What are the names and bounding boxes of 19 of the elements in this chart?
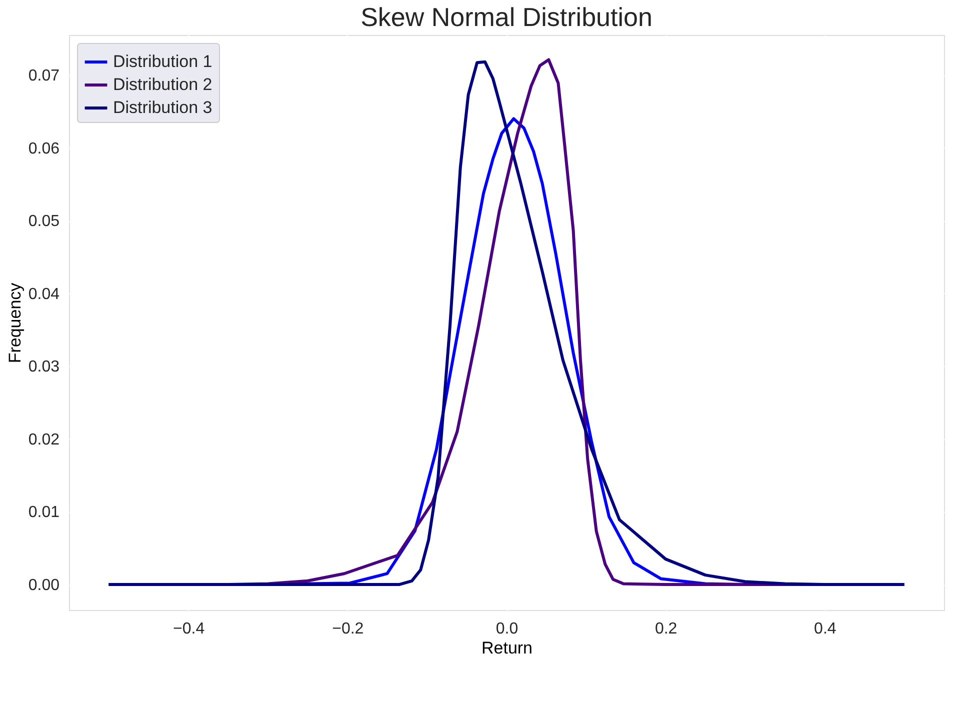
y-tick-label: 0.06 (28, 140, 60, 158)
x-tick-label: 0.4 (814, 620, 836, 638)
legend-label: Distribution 2 (113, 75, 212, 94)
y-tick-label: 0.03 (28, 358, 60, 376)
x-tick-label: 0.2 (654, 620, 678, 638)
x-tick-label: −0.2 (332, 620, 364, 638)
chart-title: Skew Normal Distribution (360, 2, 652, 32)
y-tick-label: 0.02 (28, 431, 60, 448)
x-axis-title: Return (481, 638, 533, 658)
x-tick-label: −0.4 (173, 620, 205, 638)
legend-label: Distribution 3 (113, 98, 212, 117)
y-axis-title: Frequency (5, 282, 24, 364)
y-tick-label: 0.00 (28, 577, 60, 594)
y-tick-label: 0.05 (28, 213, 60, 230)
x-tick-label: 0.0 (496, 620, 518, 638)
y-tick-label: 0.01 (28, 504, 60, 522)
legend-label: Distribution 1 (113, 52, 212, 71)
y-tick-label: 0.07 (28, 68, 60, 85)
y-tick-label: 0.04 (28, 286, 60, 303)
